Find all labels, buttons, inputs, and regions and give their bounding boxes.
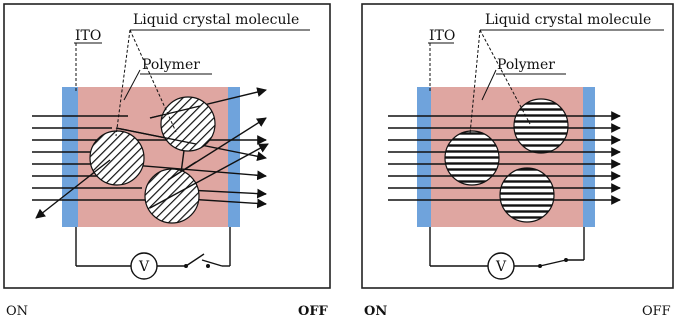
right-switch-contact-a [538,264,542,268]
right-circuit [429,227,585,267]
right-droplet-left [444,130,500,186]
right-lc-label: Liquid crystal molecule [485,12,651,28]
right-voltmeter [487,252,515,280]
left-on-label: ON [6,304,28,319]
right-switch-contact-b [564,258,568,262]
left-ito-label: ITO [75,28,101,44]
left-ito-right [228,87,240,227]
right-on-label: ON [364,304,387,319]
right-voltmeter-label: V [495,259,507,275]
left-switch-contact-b [206,264,210,268]
left-voltmeter-label: V [138,259,150,275]
left-droplet-left [89,130,145,186]
left-off-label: OFF [298,304,329,319]
right-ito-left [417,87,431,227]
left-droplet-top [160,96,216,152]
left-ito-left [62,87,78,227]
right-droplet-top [513,98,569,154]
right-droplet-bottom [499,167,555,223]
right-polymer-label: Polymer [497,57,555,73]
right-ito-right [583,87,595,227]
left-panel: Liquid crystal molecule ITO Polymer V ON… [3,3,331,319]
left-polymer-label: Polymer [142,57,200,73]
right-leaders [428,29,664,135]
left-ray-overlay [91,105,201,209]
left-circuit [75,227,231,267]
left-incident-rays [32,115,148,201]
right-off-label: OFF [642,304,671,319]
right-panel: Liquid crystal molecule ITO Polymer V ON… [361,3,674,319]
right-ito-label: ITO [429,28,455,44]
left-lc-label: Liquid crystal molecule [133,12,299,28]
left-voltmeter [130,252,158,280]
left-switch-lever [185,253,205,267]
left-leaders [74,29,310,137]
